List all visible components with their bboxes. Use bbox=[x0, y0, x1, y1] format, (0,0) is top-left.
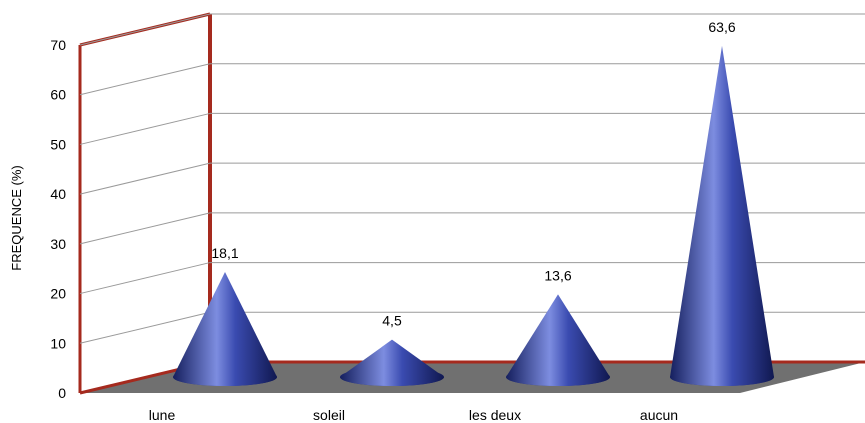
category-label: soleil bbox=[313, 407, 345, 423]
y-tick-label: 60 bbox=[50, 87, 66, 103]
cones bbox=[173, 45, 774, 387]
y-tick-label: 20 bbox=[50, 286, 66, 302]
gridline-side bbox=[79, 212, 211, 245]
y-tick-label: 10 bbox=[50, 335, 66, 351]
cone-les-deux bbox=[506, 294, 610, 386]
y-axis-label: FREQUENCE (%) bbox=[9, 165, 24, 270]
cone-body bbox=[506, 294, 610, 386]
data-labels: 18,1 4,5 13,6 63,6 bbox=[211, 19, 735, 329]
data-label: 4,5 bbox=[382, 313, 402, 329]
cone-body bbox=[340, 339, 444, 386]
data-label: 13,6 bbox=[544, 267, 571, 283]
cone-lune bbox=[173, 272, 277, 386]
cone-soleil bbox=[340, 339, 444, 386]
y-tick-label: 70 bbox=[50, 37, 66, 53]
gridline-side bbox=[79, 311, 211, 344]
category-label: les deux bbox=[469, 407, 521, 423]
gridline-side bbox=[79, 112, 211, 145]
gridline-side bbox=[79, 13, 211, 46]
y-tick-label: 30 bbox=[50, 236, 66, 252]
floor-plane bbox=[80, 362, 865, 393]
data-label: 63,6 bbox=[708, 19, 735, 35]
data-label: 18,1 bbox=[211, 245, 238, 261]
category-label: aucun bbox=[640, 407, 678, 423]
cone-body bbox=[670, 45, 774, 387]
y-axis-ticks: 0 10 20 30 40 50 60 70 bbox=[50, 37, 66, 401]
gridline-side bbox=[79, 162, 211, 195]
y-tick-label: 40 bbox=[50, 186, 66, 202]
category-label: lune bbox=[149, 407, 176, 423]
gridline-side bbox=[79, 262, 211, 295]
cone-aucun bbox=[670, 45, 774, 387]
cone-body bbox=[173, 272, 277, 386]
y-tick-label: 0 bbox=[58, 385, 66, 401]
chart-floor bbox=[80, 362, 865, 393]
gridline-side bbox=[79, 63, 211, 96]
y-tick-label: 50 bbox=[50, 136, 66, 152]
gridlines bbox=[79, 13, 865, 344]
category-labels: lune soleil les deux aucun bbox=[149, 407, 678, 423]
